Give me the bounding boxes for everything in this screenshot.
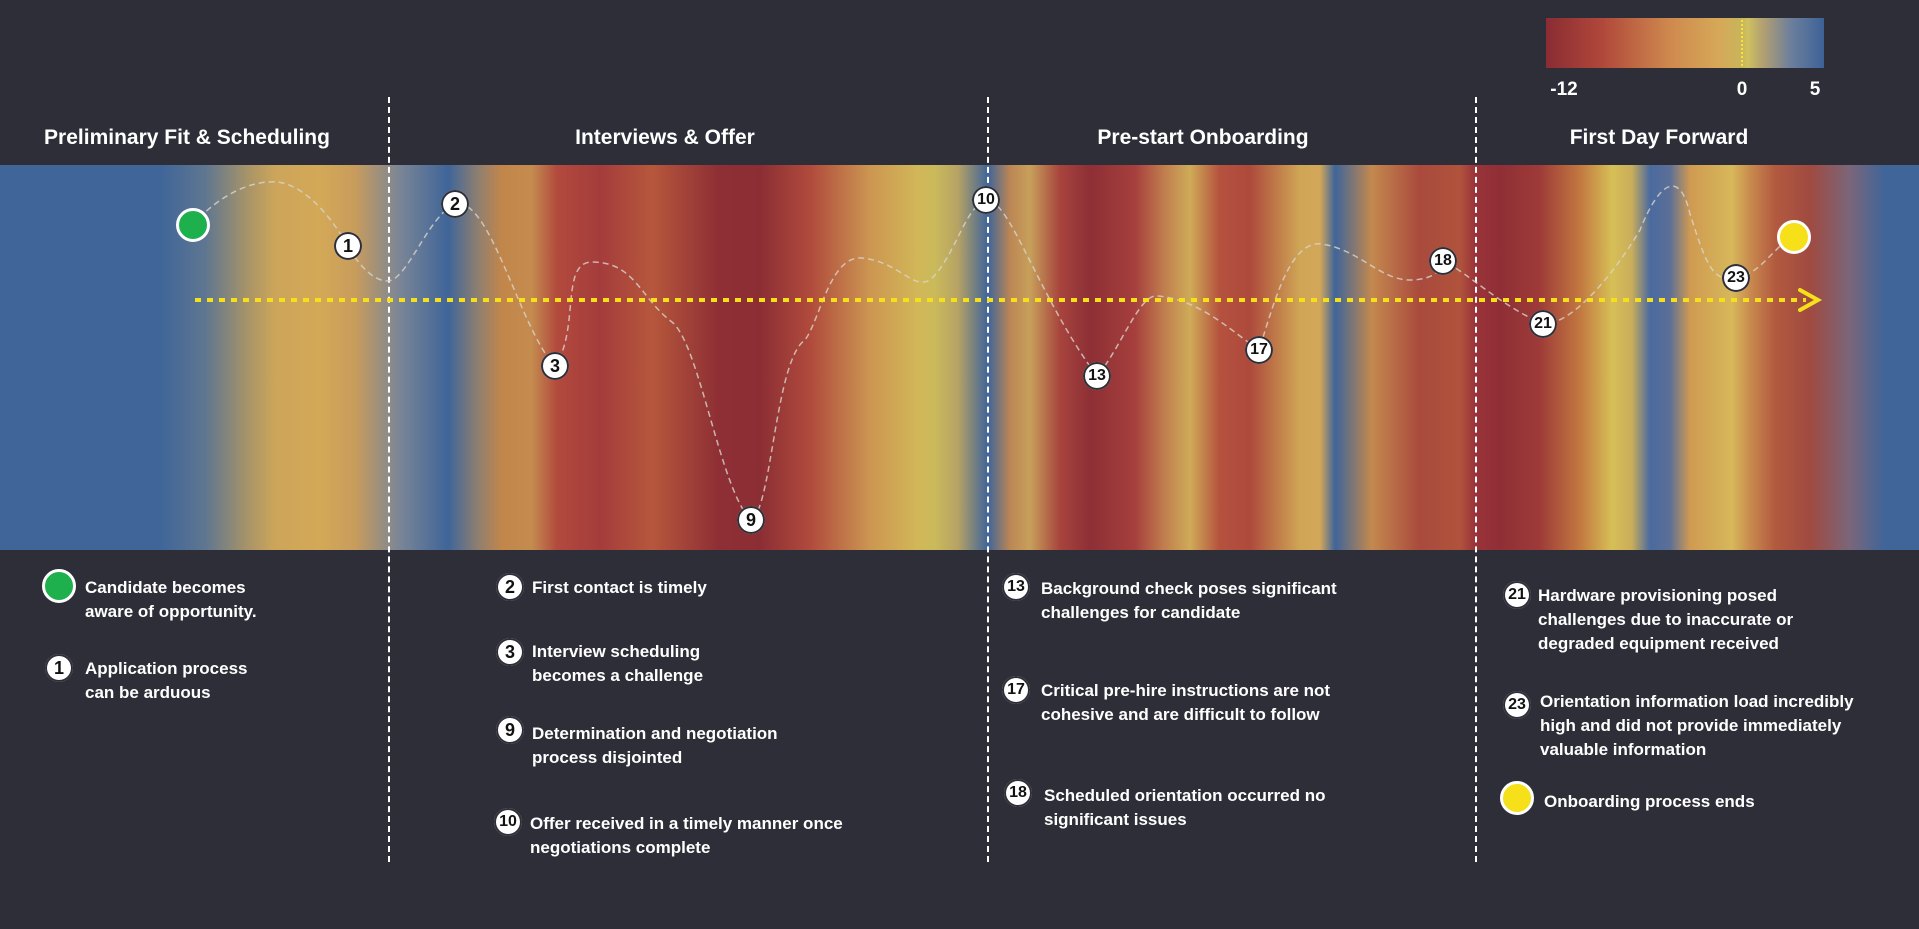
- note-end: Onboarding process ends: [1544, 792, 1755, 811]
- note-marker-18: 18: [1004, 779, 1032, 807]
- phase-title-first-day: First Day Forward: [1569, 126, 1749, 149]
- phase-title-prestart: Pre-start Onboarding: [1097, 126, 1309, 149]
- note-marker-1: 1: [45, 654, 73, 682]
- green-circle-icon: [42, 569, 76, 603]
- legend-tick-min: -12: [1550, 79, 1578, 100]
- note-marker-17: 17: [1002, 676, 1030, 704]
- color-scale-legend: [1546, 18, 1824, 68]
- note-9: Determination and negotiation process di…: [532, 724, 778, 767]
- journey-point-2: 2: [441, 190, 469, 218]
- note-marker-21: 21: [1503, 581, 1531, 609]
- journey-point-21: 21: [1529, 310, 1557, 338]
- note-1: Application process can be arduous: [85, 659, 248, 702]
- note-3: Interview scheduling becomes a challenge: [532, 642, 704, 685]
- note-marker-23: 23: [1503, 691, 1531, 719]
- yellow-circle-icon: [1500, 781, 1534, 815]
- journey-point-18: 18: [1429, 247, 1457, 275]
- note-marker-10: 10: [494, 808, 522, 836]
- legend-tick-zero: 0: [1736, 79, 1748, 100]
- note-21: Hardware provisioning posed challenges d…: [1538, 586, 1794, 653]
- note-marker-9: 9: [496, 716, 524, 744]
- note-marker-2: 2: [496, 573, 524, 601]
- green-circle-icon: [176, 208, 210, 242]
- phase-divider: [987, 97, 989, 862]
- journey-point-9: 9: [737, 506, 765, 534]
- note-17: Critical pre-hire instructions are not c…: [1041, 681, 1331, 724]
- journey-point-3: 3: [541, 352, 569, 380]
- note-10: Offer received in a timely manner once n…: [530, 814, 843, 857]
- note-start: Candidate becomes aware of opportunity.: [85, 578, 257, 621]
- yellow-circle-icon: [1777, 220, 1811, 254]
- phase-title-preliminary: Preliminary Fit & Scheduling: [44, 126, 330, 149]
- note-18: Scheduled orientation occurred no signif…: [1044, 786, 1326, 829]
- journey-curve: [191, 181, 1795, 521]
- journey-point-13: 13: [1083, 362, 1111, 390]
- phase-divider: [388, 97, 390, 862]
- dotted-arrow-right-icon: [1798, 288, 1823, 312]
- journey-point-17: 17: [1245, 336, 1273, 364]
- note-2: First contact is timely: [532, 578, 707, 597]
- note-marker-3: 3: [496, 638, 524, 666]
- journey-point-1: 1: [334, 232, 362, 260]
- sentiment-heat-band: [0, 165, 1919, 550]
- phase-divider: [1475, 97, 1477, 862]
- journey-point-10: 10: [972, 186, 1000, 214]
- note-13: Background check poses significant chall…: [1041, 579, 1337, 622]
- journey-point-23: 23: [1722, 264, 1750, 292]
- note-23: Orientation information load incredibly …: [1540, 692, 1854, 759]
- legend-tick-max: 5: [1809, 79, 1821, 100]
- note-marker-13: 13: [1002, 573, 1030, 601]
- legend-zero-marker: [1741, 20, 1743, 66]
- phase-title-interviews: Interviews & Offer: [575, 126, 755, 149]
